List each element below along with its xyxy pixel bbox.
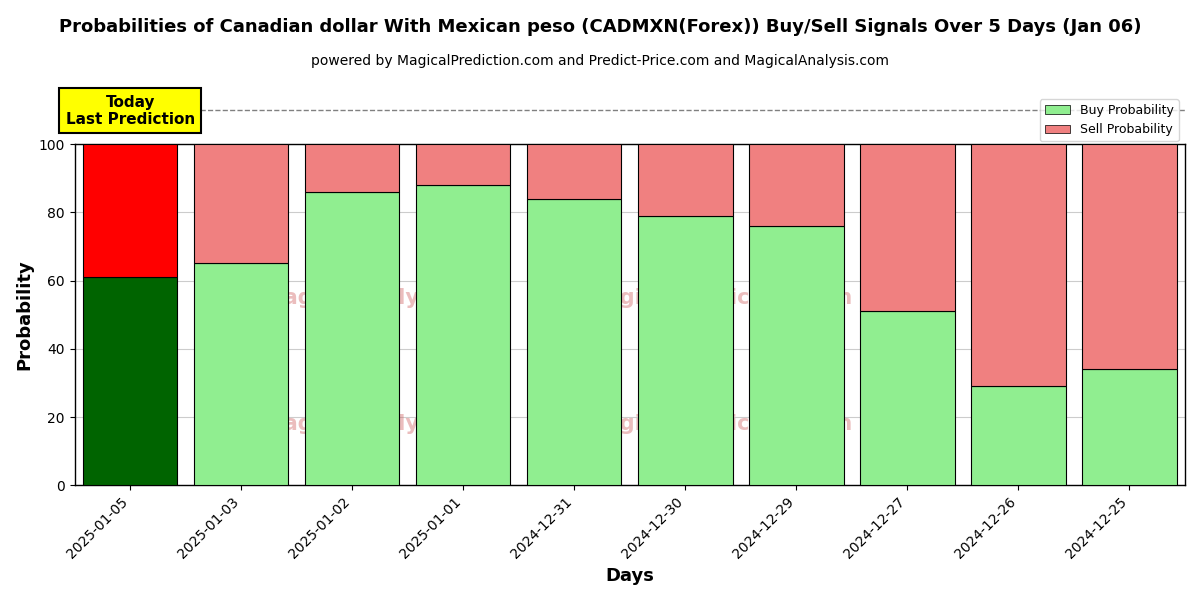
- Bar: [638, 144, 732, 216]
- Bar: [194, 144, 288, 263]
- Y-axis label: Probability: Probability: [16, 259, 34, 370]
- Text: MagicalPrediction.com: MagicalPrediction.com: [586, 414, 852, 434]
- Text: MagicalAnalysis.com: MagicalAnalysis.com: [263, 287, 508, 308]
- Text: powered by MagicalPrediction.com and Predict-Price.com and MagicalAnalysis.com: powered by MagicalPrediction.com and Pre…: [311, 54, 889, 68]
- Text: MagicalPrediction.com: MagicalPrediction.com: [586, 287, 852, 308]
- Bar: [527, 144, 622, 199]
- Bar: [416, 185, 510, 485]
- Bar: [971, 386, 1066, 485]
- Text: Probabilities of Canadian dollar With Mexican peso (CADMXN(Forex)) Buy/Sell Sign: Probabilities of Canadian dollar With Me…: [59, 18, 1141, 36]
- Text: Today
Last Prediction: Today Last Prediction: [66, 95, 194, 127]
- Bar: [971, 144, 1066, 386]
- Legend: Buy Probability, Sell Probability: Buy Probability, Sell Probability: [1040, 99, 1178, 142]
- Bar: [83, 277, 178, 485]
- Bar: [749, 226, 844, 485]
- Bar: [860, 144, 955, 311]
- Bar: [860, 311, 955, 485]
- Bar: [194, 263, 288, 485]
- Bar: [638, 216, 732, 485]
- Bar: [305, 144, 400, 192]
- Text: MagicalAnalysis.com: MagicalAnalysis.com: [263, 414, 508, 434]
- Bar: [1082, 369, 1177, 485]
- Bar: [1082, 144, 1177, 369]
- Bar: [416, 144, 510, 185]
- Bar: [527, 199, 622, 485]
- X-axis label: Days: Days: [605, 567, 654, 585]
- Bar: [749, 144, 844, 226]
- Bar: [305, 192, 400, 485]
- Bar: [83, 144, 178, 277]
